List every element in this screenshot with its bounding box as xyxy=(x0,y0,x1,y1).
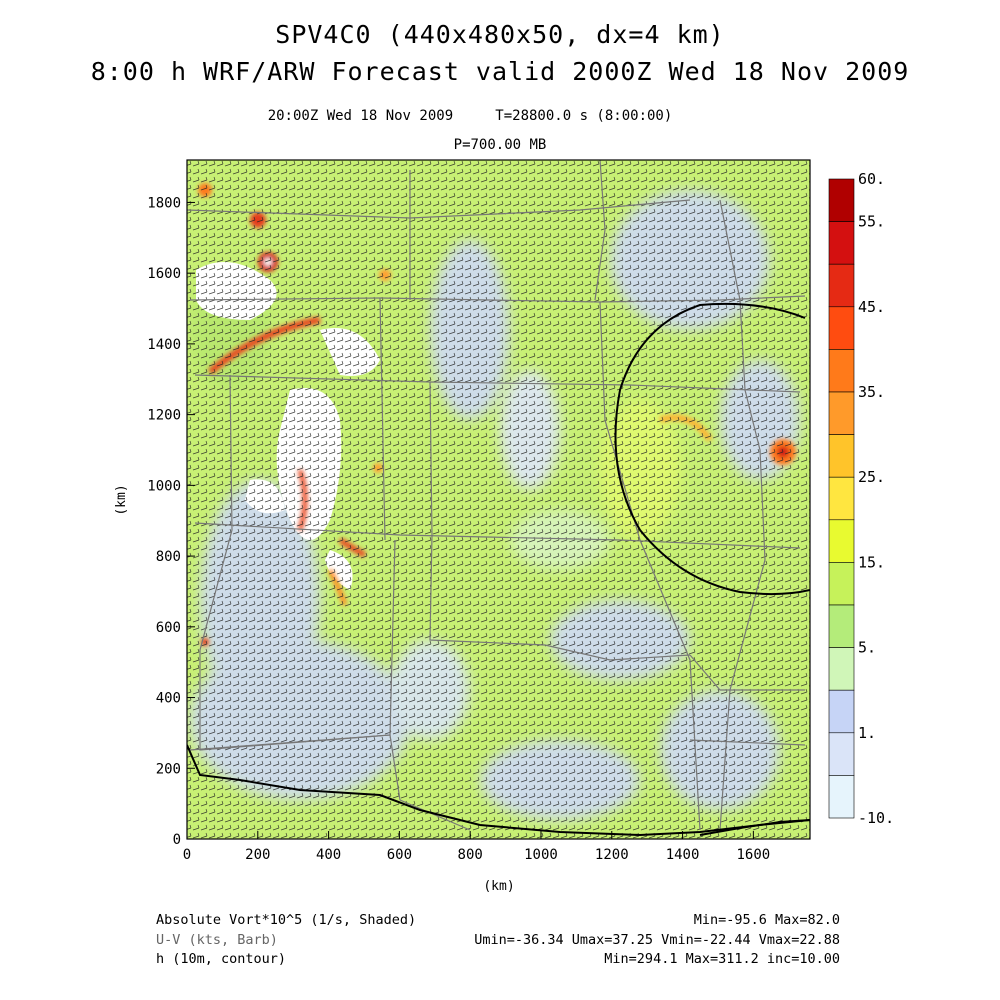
colorbar-label: 35. xyxy=(858,383,885,401)
y-tick-label: 600 xyxy=(156,620,181,636)
x-tick-label: 1200 xyxy=(595,847,629,863)
y-tick-label: 400 xyxy=(156,691,181,707)
height-contours xyxy=(187,302,810,837)
y-tick-label: 1000 xyxy=(147,478,181,494)
title-line-1: SPV4C0 (440x480x50, dx=4 km) xyxy=(275,20,725,49)
colorbar-swatch xyxy=(828,689,855,734)
colorbar-label: 1. xyxy=(858,724,876,742)
y-tick-label: 1800 xyxy=(147,195,181,211)
colorbar-swatch xyxy=(828,775,855,819)
colorbar-label: 25. xyxy=(858,468,885,486)
colorbar-swatch xyxy=(828,647,855,691)
y-axis: 0 200 400 600 800 1000 1200 1400 1600 1800 xyxy=(147,195,195,848)
x-axis-label: (km) xyxy=(483,879,514,894)
x-tick-label: 1600 xyxy=(737,847,771,863)
colorbar-label: 5. xyxy=(858,639,876,657)
colorbar-swatch xyxy=(828,391,855,435)
x-tick-label: 800 xyxy=(458,847,483,863)
colorbar-label: 55. xyxy=(858,213,885,231)
colorbar-label: -10. xyxy=(858,809,894,827)
footer-field3-stats: Min=294.1 Max=311.2 inc=10.00 xyxy=(604,951,840,967)
colorbar-label: 15. xyxy=(858,553,885,571)
x-tick-label: 200 xyxy=(245,847,270,863)
y-tick-label: 0 xyxy=(173,832,181,848)
y-axis-label: (km) xyxy=(114,484,129,515)
colorbar-swatch xyxy=(828,306,855,350)
y-tick-label: 200 xyxy=(156,761,181,777)
colorbar: 60. 55. 45. 35. 25. 15. 5. 1. -10. xyxy=(828,170,894,827)
footer-field2-stats: Umin=-36.34 Umax=37.25 Vmin=-22.44 Vmax=… xyxy=(474,932,840,948)
colorbar-swatch xyxy=(828,562,855,606)
x-tick-label: 1000 xyxy=(524,847,558,863)
footer-field1-stats: Min=-95.6 Max=82.0 xyxy=(693,912,840,928)
valid-time: 20:00Z Wed 18 Nov 2009 T=28800.0 s (8:00… xyxy=(267,108,673,124)
level-label: P=700.00 MB xyxy=(453,137,547,153)
colorbar-swatch xyxy=(828,519,855,563)
colorbar-swatch xyxy=(828,434,855,478)
x-tick-label: 0 xyxy=(183,847,191,863)
y-tick-label: 1200 xyxy=(147,408,181,424)
y-tick-label: 1600 xyxy=(147,266,181,282)
colorbar-swatch xyxy=(828,604,855,648)
x-axis: 0 200 400 600 800 1000 1200 1400 1600 xyxy=(183,831,770,863)
colorbar-label: 60. xyxy=(858,170,885,188)
plot-frame xyxy=(186,159,811,840)
colorbar-swatch xyxy=(828,349,855,393)
state-boundaries xyxy=(187,160,806,831)
map-field xyxy=(187,160,810,839)
colorbar-swatch xyxy=(828,263,855,308)
footer-field3-name: h (10m, contour) xyxy=(156,951,287,967)
colorbar-swatch xyxy=(828,221,855,265)
colorbar-swatch xyxy=(828,732,855,776)
y-tick-label: 1400 xyxy=(147,337,181,353)
footer-field1-name: Absolute Vort*10^5 (1/s, Shaded) xyxy=(156,912,417,928)
colorbar-swatch xyxy=(828,476,855,521)
x-tick-label: 1400 xyxy=(666,847,700,863)
y-tick-label: 800 xyxy=(156,549,181,565)
x-tick-label: 600 xyxy=(387,847,412,863)
title-line-2: 8:00 h WRF/ARW Forecast valid 2000Z Wed … xyxy=(90,57,910,86)
footer-field2-name: U-V (kts, Barb) xyxy=(156,932,278,948)
wind-barbs xyxy=(187,160,810,839)
colorbar-swatch xyxy=(828,178,855,222)
colorbar-label: 45. xyxy=(858,298,885,316)
x-tick-label: 400 xyxy=(316,847,341,863)
